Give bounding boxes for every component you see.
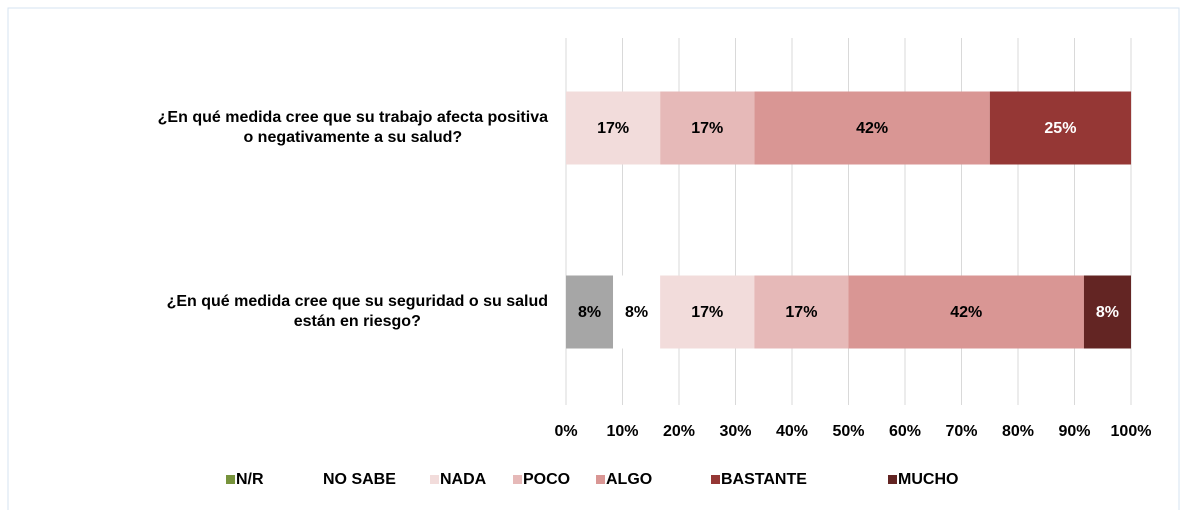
bar-segment (660, 91, 755, 165)
bar-segment (660, 275, 755, 349)
legend-swatch (711, 475, 720, 484)
legend-label: NO SABE (323, 471, 396, 488)
x-tick-label: 10% (606, 423, 638, 440)
legend-swatch (513, 475, 522, 484)
bar-segment (754, 91, 990, 165)
data-label: 8% (625, 304, 648, 321)
data-label: 42% (856, 120, 888, 137)
data-label: 17% (785, 304, 817, 321)
bar-segment (754, 275, 849, 349)
legend-label: N/R (236, 471, 264, 488)
x-tick-label: 20% (663, 423, 695, 440)
bar-segment (1083, 275, 1131, 349)
category-label: ¿En qué medida cree que su seguridad o s… (167, 293, 548, 330)
x-tick-label: 100% (1111, 423, 1152, 440)
data-label: 17% (691, 120, 723, 137)
x-tick-label: 50% (832, 423, 864, 440)
x-tick-label: 60% (889, 423, 921, 440)
x-tick-label: 0% (554, 423, 577, 440)
category-label-line: o negativamente a su salud? (243, 129, 462, 146)
data-label: 17% (691, 304, 723, 321)
bar-segment (566, 91, 661, 165)
legend-swatch (888, 475, 897, 484)
legend-swatch (226, 475, 235, 484)
data-label: 42% (950, 304, 982, 321)
category-label-line: ¿En qué medida cree que su trabajo afect… (158, 109, 548, 126)
x-tick-label: 30% (719, 423, 751, 440)
legend-label: NADA (440, 471, 487, 488)
bar-segment (989, 91, 1132, 165)
category-label-line: están en riesgo? (294, 313, 421, 330)
legend-label: BASTANTE (721, 471, 807, 488)
legend-label: POCO (523, 471, 570, 488)
bar-segment (613, 275, 661, 349)
data-label: 8% (578, 304, 601, 321)
legend-swatch (313, 475, 322, 484)
legend-swatch (596, 475, 605, 484)
x-tick-label: 80% (1002, 423, 1034, 440)
data-label: 25% (1044, 120, 1076, 137)
category-label: ¿En qué medida cree que su trabajo afect… (158, 109, 548, 146)
x-tick-label: 90% (1058, 423, 1090, 440)
legend-label: ALGO (606, 471, 652, 488)
data-label: 8% (1096, 304, 1119, 321)
x-tick-label: 70% (945, 423, 977, 440)
bar-segment (848, 275, 1084, 349)
bar-segment (566, 275, 614, 349)
legend-swatch (430, 475, 439, 484)
legend-label: MUCHO (898, 471, 958, 488)
data-label: 17% (597, 120, 629, 137)
x-tick-label: 40% (776, 423, 808, 440)
category-label-line: ¿En qué medida cree que su seguridad o s… (167, 293, 548, 310)
